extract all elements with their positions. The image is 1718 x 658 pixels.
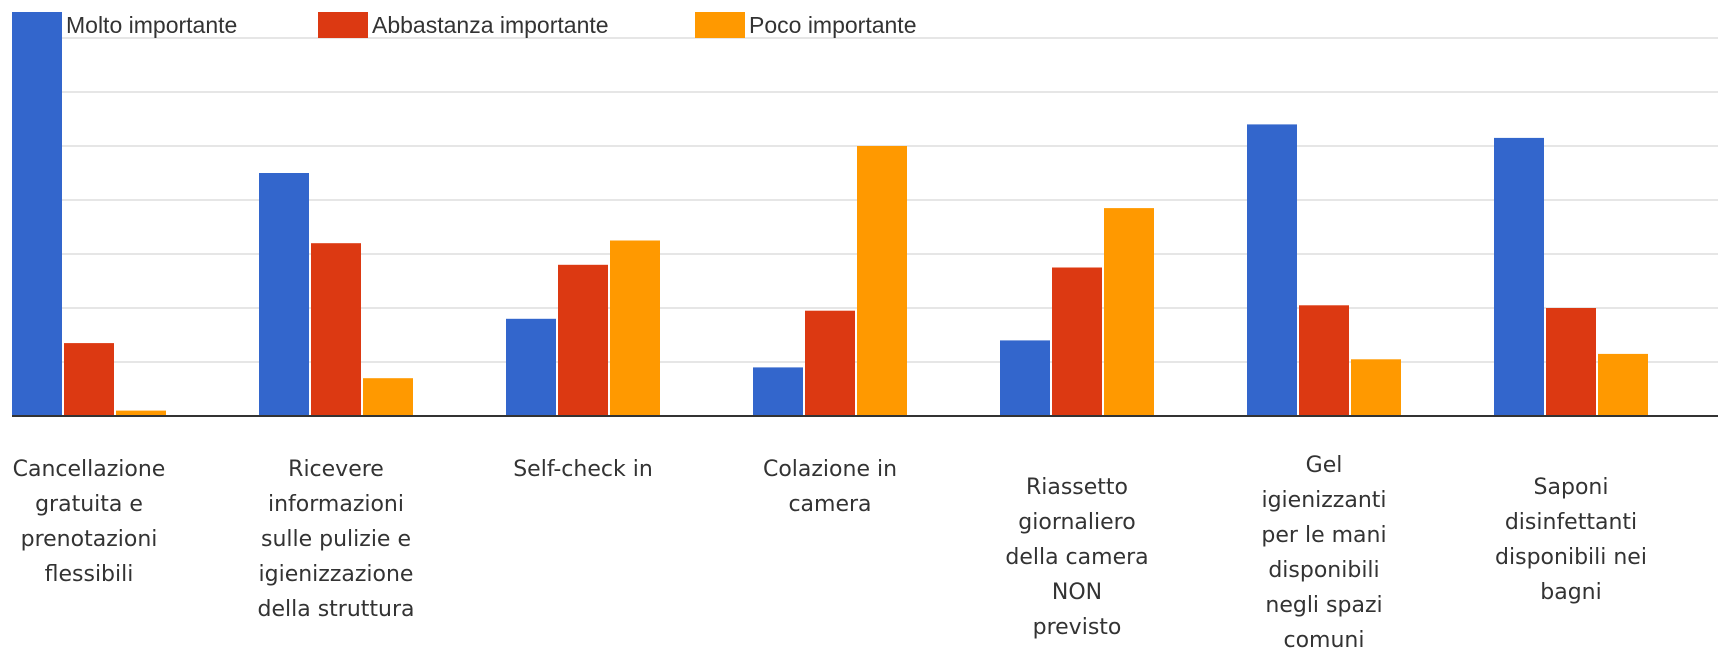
category-label-line: della camera (1005, 545, 1149, 570)
bars (12, 38, 1648, 417)
bar (64, 343, 114, 416)
category-label-line: Colazione in (762, 457, 898, 482)
legend-swatch (318, 12, 368, 38)
category-label-line: per le mani (1261, 523, 1387, 548)
category-label-line: previsto (1032, 615, 1122, 640)
category-label-line: informazioni (267, 492, 404, 517)
legend-swatch (695, 12, 745, 38)
category-label-line: giornaliero (1018, 510, 1136, 535)
legend-label: Abbastanza importante (372, 12, 609, 38)
bar (1494, 137, 1544, 416)
category-label: Gel igienizzanti per le mani disponibili neg… (1239, 448, 1409, 658)
category-label-line: igienizzanti (1261, 488, 1387, 513)
category-label: Colazione in camera (745, 452, 915, 522)
bar (610, 240, 660, 416)
category-label-line: gratuita e (35, 492, 143, 517)
bar (1000, 340, 1050, 416)
category-label-line: disinfettanti (1504, 510, 1638, 535)
category-label-line: negli spazi (1265, 593, 1383, 618)
bar (506, 318, 556, 416)
bar (116, 410, 166, 416)
category-label-line: Ricevere (288, 457, 384, 482)
bar (1546, 308, 1596, 416)
category-label-line: della struttura (257, 597, 415, 622)
category-label-line: flessibili (44, 562, 134, 587)
category-label-line: Gel (1305, 453, 1343, 478)
category-label: Self-check in (498, 452, 668, 487)
category-label: Cancellazione gratuita e prenotazioni fless… (4, 452, 174, 592)
category-label-line: NON (1051, 580, 1103, 605)
category-label: Ricevere informazioni sulle pulizie e igien… (251, 452, 421, 627)
legend-swatch (12, 12, 62, 38)
bar (753, 367, 803, 416)
category-label-line: disponibili nei (1495, 545, 1647, 570)
category-label: Saponi disinfettanti disponibili nei bagni (1486, 470, 1656, 610)
category-label-line: comuni (1283, 628, 1365, 653)
bar (1247, 124, 1297, 417)
bar (1299, 305, 1349, 416)
bar (259, 173, 309, 416)
category-label-line: Cancellazione (12, 457, 166, 482)
category-label-line: disponibili (1268, 558, 1380, 583)
legend-label: Poco importante (749, 12, 916, 38)
category-label-line: sulle pulizie e (260, 527, 411, 552)
bar (1351, 359, 1401, 416)
category-label-line: camera (788, 492, 872, 517)
legend-label: Molto importante (66, 12, 237, 38)
category-label-line: Riassetto (1025, 475, 1129, 500)
category-label-line: prenotazioni (20, 527, 158, 552)
category-label-line: Self-check in (513, 457, 653, 482)
category-label-line: bagni (1540, 580, 1602, 605)
bar (805, 310, 855, 416)
category-label-line: Saponi (1533, 475, 1609, 500)
category-label-line: igienizzazione (258, 562, 414, 587)
bar (12, 38, 62, 416)
bar (558, 264, 608, 416)
bar (1052, 267, 1102, 416)
bar (1104, 208, 1154, 416)
bar (363, 378, 413, 416)
category-label: Riassetto giornaliero della camera NON previ… (992, 470, 1162, 645)
legend: Molto importante Abbastanza importante Poc… (12, 12, 916, 38)
bar (1598, 353, 1648, 416)
bar (857, 146, 907, 416)
bar (311, 243, 361, 416)
